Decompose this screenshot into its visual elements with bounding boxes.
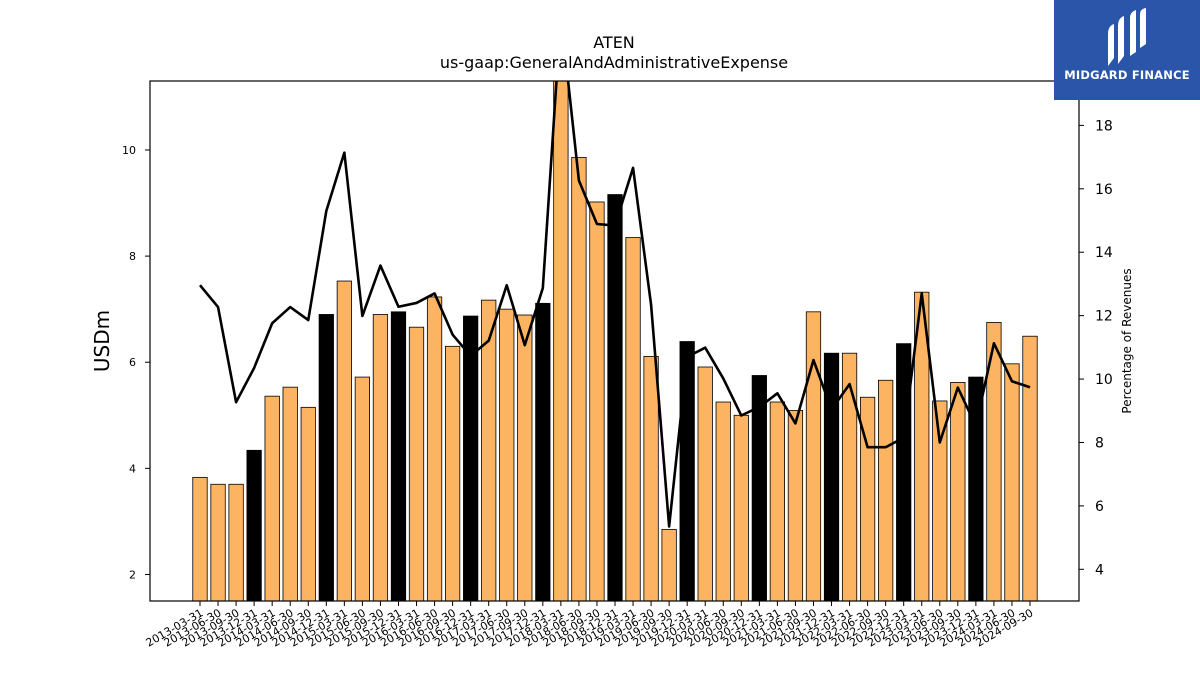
bar-2020-06-30 (715, 401, 731, 601)
x-axis: 2013-03-312013-06-302013-09-302013-12-31… (144, 601, 1036, 650)
bar-2018-06-30 (571, 157, 587, 601)
brand-name: MIDGARD FINANCE (1064, 68, 1190, 82)
bar-2018-12-31 (607, 194, 623, 601)
y2-tick-label: 8 (1095, 435, 1104, 451)
bar-2018-09-30 (589, 201, 605, 601)
bar-2014-12-31 (318, 314, 334, 601)
brand-logo: MIDGARD FINANCE (1054, 0, 1200, 100)
bar-2023-09-30 (950, 381, 966, 601)
y2-tick-label: 18 (1095, 118, 1113, 134)
y-tick-label: 4 (129, 462, 136, 475)
bar-2021-12-31 (823, 352, 840, 601)
chart-title: ATEN (593, 33, 635, 52)
bar-2014-03-31 (264, 395, 280, 601)
y2-tick-label: 16 (1095, 182, 1113, 198)
y2-axis-label: Percentage of Revenues (1120, 268, 1134, 413)
bar-2019-12-31 (679, 341, 695, 601)
bar-2021-03-31 (769, 401, 785, 601)
bar-2022-12-31 (896, 343, 912, 601)
bar-2019-03-31 (625, 237, 641, 601)
bar-2014-06-30 (282, 386, 298, 601)
bar-2022-03-31 (841, 352, 858, 601)
midgard-logo-icon (1108, 8, 1146, 66)
bar-2015-03-31 (336, 280, 352, 601)
bar-2014-09-30 (300, 406, 316, 601)
y-tick-label: 8 (129, 250, 136, 263)
line-series (198, 81, 1031, 528)
y-tick-label: 6 (129, 356, 136, 369)
bar-2020-03-31 (697, 366, 713, 601)
y2-tick-label: 12 (1095, 309, 1113, 325)
bar-2024-03-31 (986, 322, 1002, 601)
line-percentage-of-revenues (198, 81, 1031, 528)
bar-2016-09-30 (444, 345, 461, 601)
bar-2015-09-30 (372, 314, 389, 601)
bar-2017-06-30 (499, 308, 515, 601)
bar-2016-06-30 (426, 296, 443, 601)
bar-2024-06-30 (1004, 363, 1020, 601)
y-axis-label: USDm (90, 310, 114, 372)
bar-2018-03-31 (553, 81, 569, 601)
bar-2021-06-30 (787, 410, 804, 601)
bar-2017-09-30 (517, 314, 533, 601)
bar-2013-03-31 (192, 476, 208, 601)
bar-2019-09-30 (661, 528, 677, 601)
bar-2021-09-30 (805, 311, 822, 601)
bar-2016-03-31 (408, 326, 425, 601)
bar-2023-12-31 (968, 376, 984, 601)
y2-tick-label: 6 (1095, 499, 1104, 515)
bar-series (192, 81, 1038, 601)
bar-2020-09-30 (733, 414, 749, 601)
chart-subtitle: us-gaap:GeneralAndAdministrativeExpense (440, 53, 788, 72)
bar-2015-06-30 (354, 376, 371, 601)
y2-tick-label: 4 (1095, 562, 1104, 578)
y-tick-label: 2 (129, 568, 136, 581)
bar-2017-12-31 (535, 302, 551, 601)
bar-2015-12-31 (390, 311, 407, 601)
bar-2016-12-31 (463, 315, 479, 601)
bar-2013-09-30 (228, 483, 244, 601)
bar-2013-12-31 (246, 449, 262, 601)
y2-tick-label: 10 (1095, 372, 1113, 388)
bar-2017-03-31 (481, 299, 497, 601)
y-tick-label: 10 (122, 144, 136, 157)
y2-tick-label: 14 (1095, 245, 1113, 261)
bar-2024-09-30 (1022, 335, 1038, 601)
bar-2019-06-30 (643, 355, 659, 601)
y-axis-right: 4 6 8 10 12 14 16 18 (1079, 118, 1113, 578)
bar-2022-09-30 (878, 379, 894, 601)
bar-2013-06-30 (210, 483, 226, 601)
y-axis-left: 2 4 6 8 10 (122, 144, 150, 581)
